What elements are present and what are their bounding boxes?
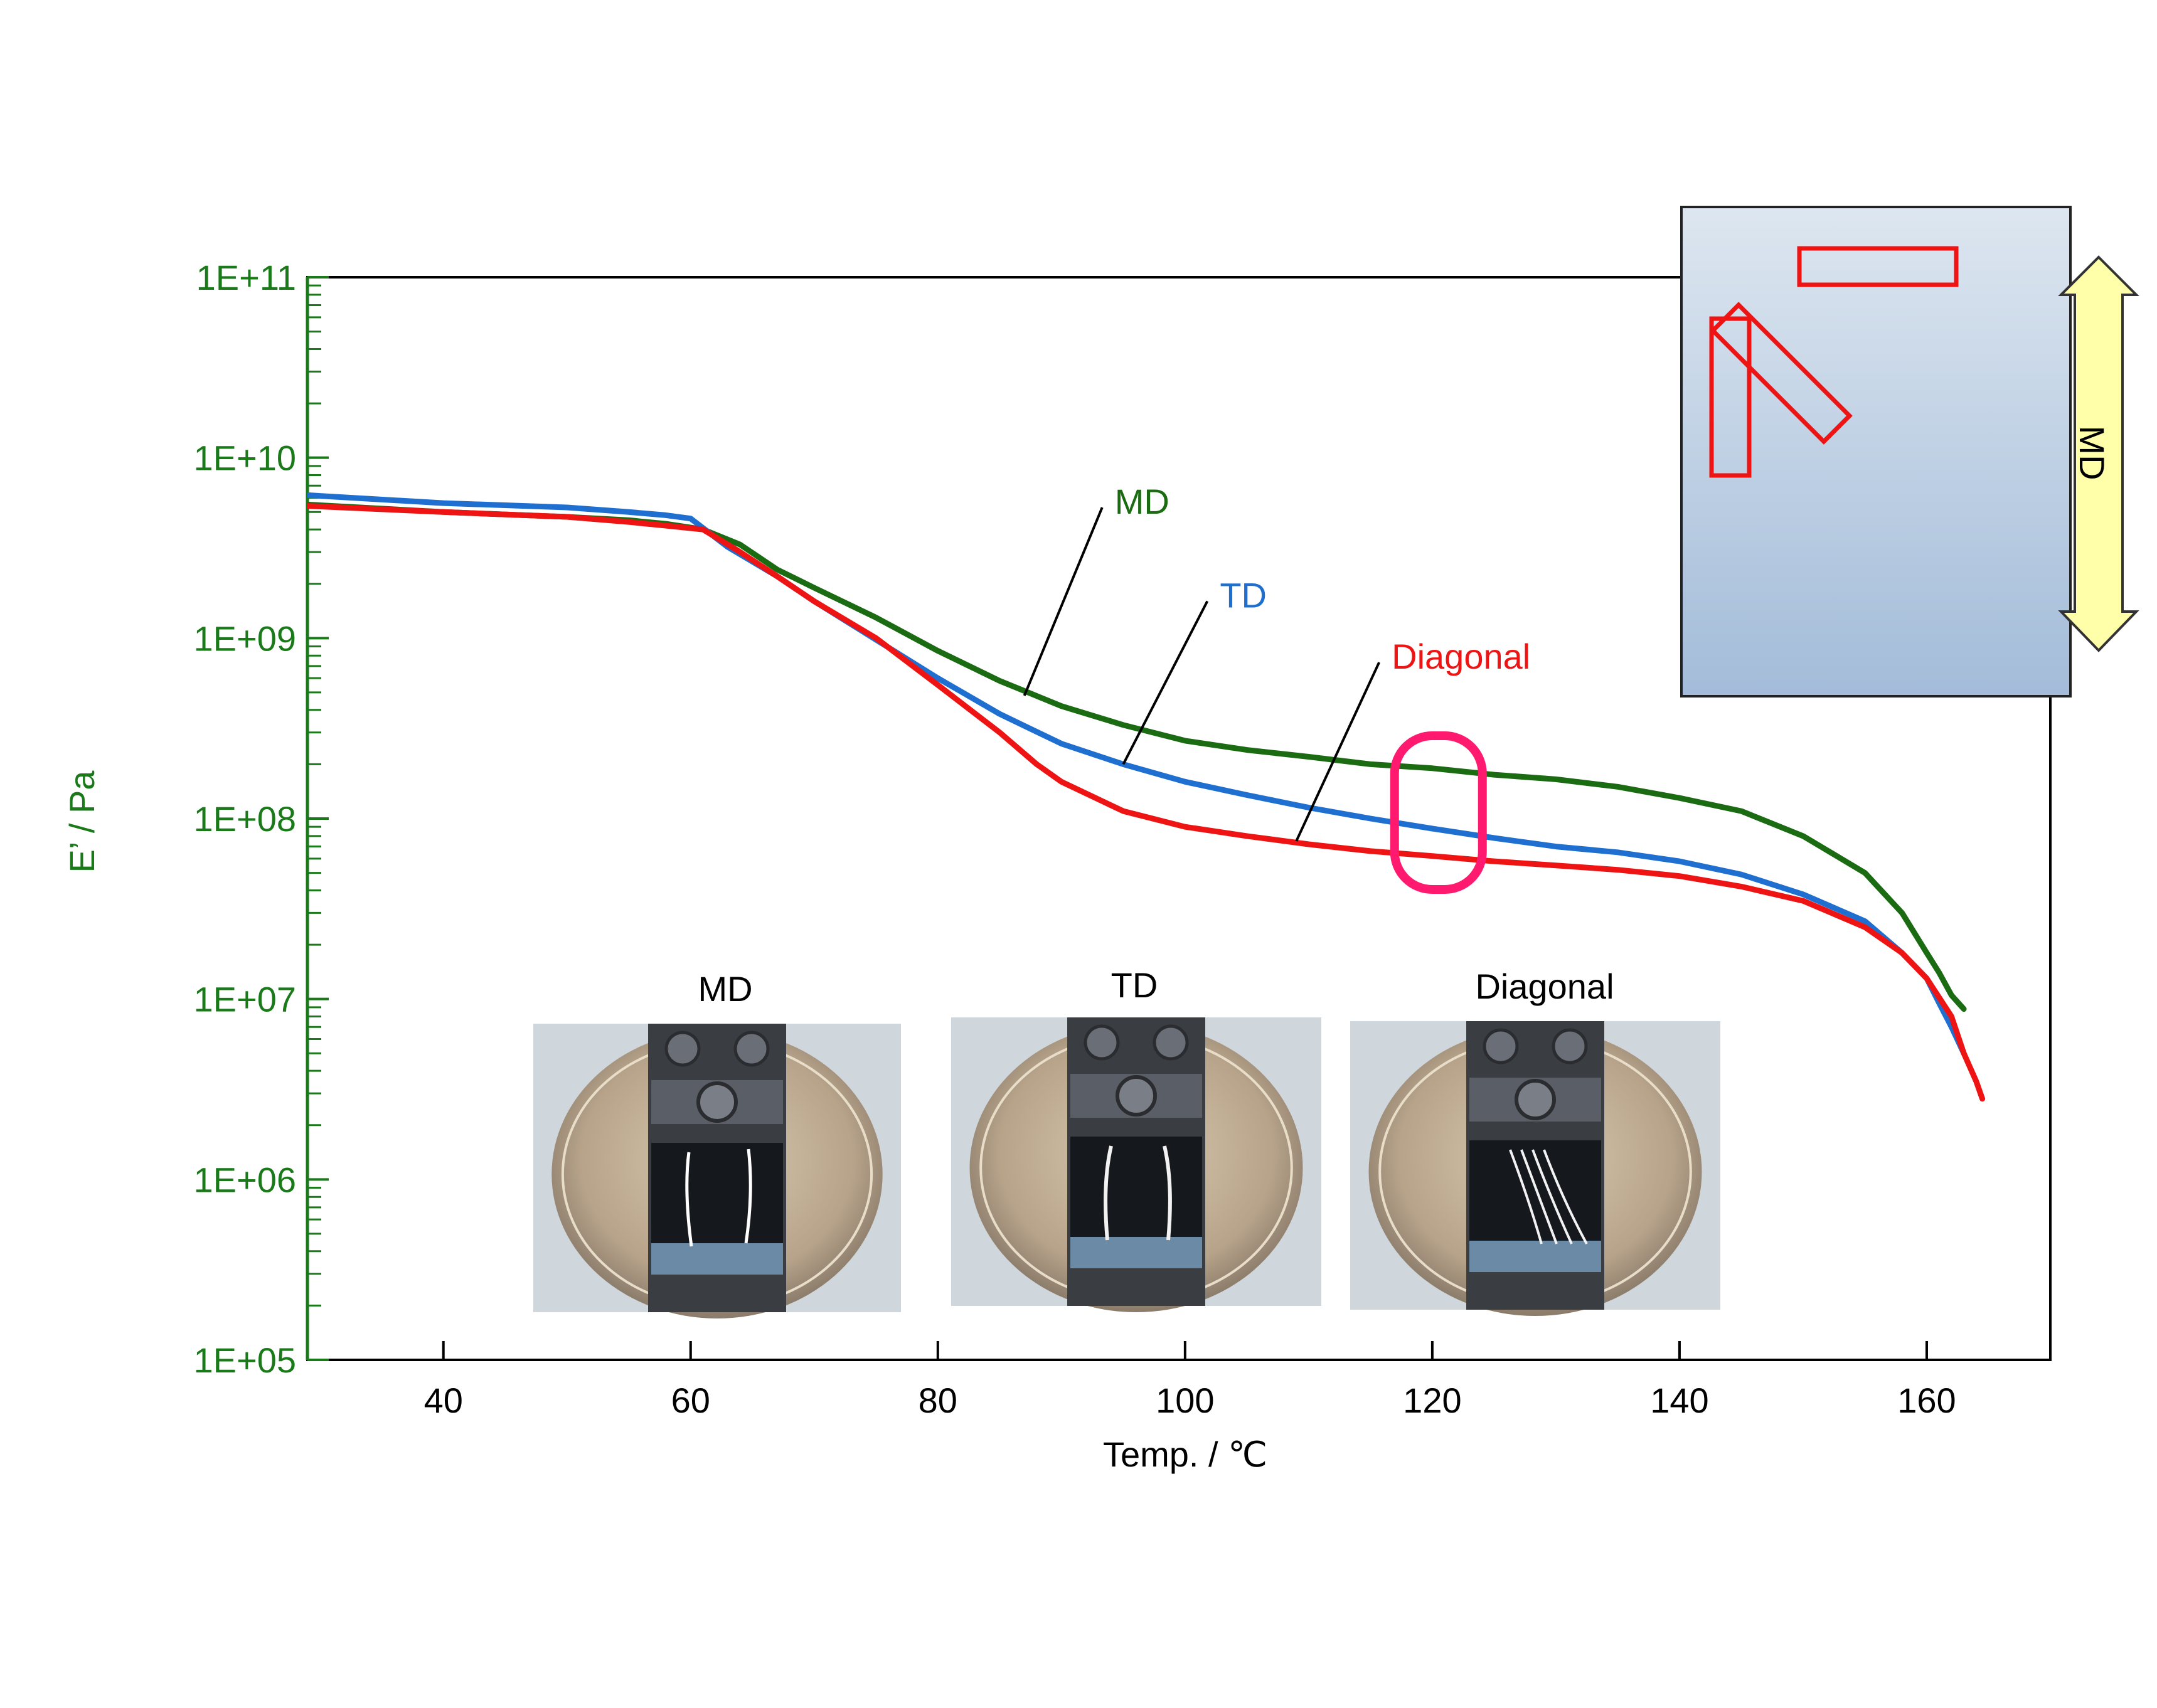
photo-screw bbox=[1153, 1024, 1189, 1061]
y-tick-label: 1E+08 bbox=[194, 799, 297, 839]
photo-screw bbox=[1483, 1028, 1519, 1064]
inset-panel bbox=[1680, 206, 2072, 698]
photo-streak bbox=[1520, 1149, 1558, 1244]
y-tick-label: 1E+10 bbox=[194, 438, 297, 478]
photo-sample-area bbox=[651, 1143, 783, 1256]
x-axis-title: Temp. / ℃ bbox=[1103, 1435, 1267, 1474]
photo-sample-area bbox=[1070, 1137, 1202, 1249]
photo-screw bbox=[1552, 1028, 1588, 1064]
photo-streak bbox=[1509, 1149, 1543, 1244]
photo-lower-clamp bbox=[1469, 1241, 1601, 1272]
y-axis-tick-labels: 1E+05 1E+06 1E+07 1E+08 1E+09 1E+10 1E+11 bbox=[194, 258, 297, 1380]
photo-screw bbox=[1116, 1075, 1157, 1117]
x-tick-label: 100 bbox=[1156, 1381, 1214, 1420]
photo-screw bbox=[733, 1031, 770, 1067]
photo-lower-clamp bbox=[651, 1243, 783, 1275]
strip-diagonal bbox=[1710, 302, 1853, 445]
sample-photo bbox=[951, 1017, 1321, 1312]
series-callouts: MD TD Diagonal bbox=[1023, 482, 1530, 842]
photo-streak bbox=[1531, 1149, 1573, 1244]
x-tick-label: 160 bbox=[1897, 1381, 1956, 1420]
y-tick-label: 1E+09 bbox=[194, 618, 297, 658]
highlight-marker bbox=[1390, 731, 1487, 894]
y-tick-label: 1E+05 bbox=[194, 1340, 297, 1380]
photo-streak bbox=[744, 1148, 752, 1244]
photo-lower-clamp bbox=[1070, 1237, 1202, 1268]
photo-label: TD bbox=[1111, 965, 1158, 1005]
series-line-diagonal bbox=[307, 503, 1986, 1102]
md-direction-arrow bbox=[2058, 255, 2139, 652]
sample-photo bbox=[1350, 1021, 1720, 1316]
photo-streak bbox=[1163, 1145, 1172, 1241]
sample-photos: MD TD Diagonal bbox=[533, 965, 1720, 1318]
md-arrow-label: MD bbox=[2072, 425, 2112, 480]
series-label-td: TD bbox=[1220, 575, 1267, 615]
series-label-diagonal: Diagonal bbox=[1392, 637, 1530, 676]
y-axis-ticks bbox=[306, 276, 329, 1361]
x-tick-label: 80 bbox=[919, 1381, 957, 1420]
cut-direction-inset: MD bbox=[1680, 206, 2139, 698]
photo-screw bbox=[664, 1031, 701, 1067]
photo-screw bbox=[696, 1081, 738, 1123]
y-tick-label: 1E+11 bbox=[196, 258, 296, 297]
x-axis-tick-labels: 40 60 80 100 120 140 160 bbox=[424, 1381, 1956, 1420]
photo-streak bbox=[1543, 1149, 1588, 1244]
x-tick-label: 140 bbox=[1650, 1381, 1708, 1420]
strip-td bbox=[1709, 316, 1752, 478]
callout-leader bbox=[1023, 507, 1104, 696]
sample-photo bbox=[533, 1024, 901, 1318]
strip-md bbox=[1797, 246, 1959, 287]
callout-leader bbox=[1122, 600, 1209, 765]
photo-label: Diagonal bbox=[1475, 967, 1614, 1006]
photo-screw bbox=[1515, 1079, 1556, 1120]
x-tick-label: 40 bbox=[424, 1381, 463, 1420]
callout-leader bbox=[1295, 662, 1380, 842]
series-line-td bbox=[307, 492, 1967, 1056]
x-axis-ticks bbox=[442, 1341, 1928, 1360]
series-lines bbox=[307, 492, 1986, 1102]
photo-streak bbox=[685, 1152, 693, 1247]
photo-streak bbox=[1104, 1145, 1113, 1241]
series-label-md: MD bbox=[1115, 482, 1169, 521]
x-tick-label: 60 bbox=[671, 1381, 710, 1420]
y-axis-title: E’ / Pa bbox=[62, 770, 102, 873]
y-tick-label: 1E+07 bbox=[194, 980, 297, 1019]
y-tick-label: 1E+06 bbox=[194, 1160, 297, 1199]
x-tick-label: 120 bbox=[1403, 1381, 1461, 1420]
photo-screw bbox=[1084, 1024, 1120, 1061]
photo-label: MD bbox=[698, 969, 752, 1009]
